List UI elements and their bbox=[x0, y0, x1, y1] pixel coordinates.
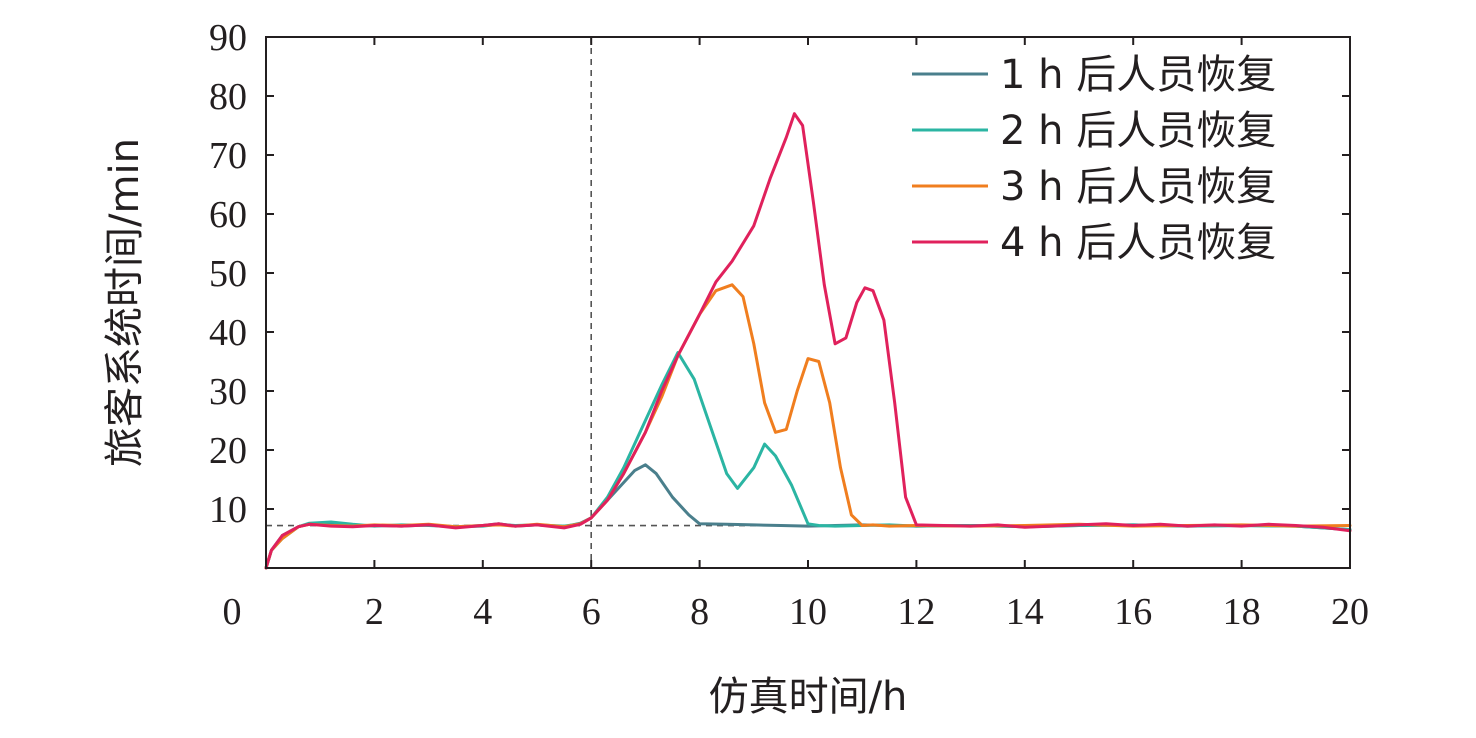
legend-label-2: 2 h 后人员恢复 bbox=[1000, 108, 1276, 154]
x-tick-label: 8 bbox=[690, 591, 709, 633]
x-tick-label: 0 bbox=[223, 591, 242, 633]
y-tick-label: 20 bbox=[209, 430, 247, 472]
x-tick-label: 16 bbox=[1114, 591, 1152, 633]
y-tick-label: 30 bbox=[209, 371, 247, 413]
x-axis-ticks: 0 2 4 6 8 10 12 14 16 18 20 bbox=[223, 37, 1369, 633]
y-tick-label: 60 bbox=[209, 194, 247, 236]
y-axis-label: 旅客系统时间/min bbox=[102, 138, 148, 467]
y-tick-label: 90 bbox=[209, 17, 247, 59]
legend: 1 h 后人员恢复 2 h 后人员恢复 3 h 后人员恢复 4 h 后人员恢复 bbox=[912, 52, 1276, 266]
x-tick-label: 4 bbox=[473, 591, 492, 633]
x-tick-label: 18 bbox=[1223, 591, 1261, 633]
x-tick-label: 14 bbox=[1006, 591, 1044, 633]
y-tick-label: 70 bbox=[209, 135, 247, 177]
series-layer bbox=[264, 112, 1352, 570]
y-axis-ticks: 10 20 30 40 50 60 70 80 90 bbox=[209, 17, 1350, 531]
y-tick-label: 50 bbox=[209, 253, 247, 295]
x-tick-label: 12 bbox=[897, 591, 935, 633]
y-tick-label: 80 bbox=[209, 76, 247, 118]
y-tick-label: 10 bbox=[209, 489, 247, 531]
x-tick-label: 10 bbox=[789, 591, 827, 633]
x-tick-label: 6 bbox=[582, 591, 601, 633]
legend-label-3: 3 h 后人员恢复 bbox=[1000, 164, 1276, 210]
legend-label-1: 1 h 后人员恢复 bbox=[1000, 52, 1276, 98]
x-tick-label: 2 bbox=[365, 591, 384, 633]
x-axis-label: 仿真时间/h bbox=[709, 674, 908, 720]
y-tick-label: 40 bbox=[209, 312, 247, 354]
series-line-1 bbox=[264, 463, 1352, 570]
x-tick-label: 20 bbox=[1331, 591, 1369, 633]
series-line-2 bbox=[264, 351, 1352, 570]
legend-label-4: 4 h 后人员恢复 bbox=[1000, 220, 1276, 266]
series-line-4 bbox=[264, 112, 1352, 570]
